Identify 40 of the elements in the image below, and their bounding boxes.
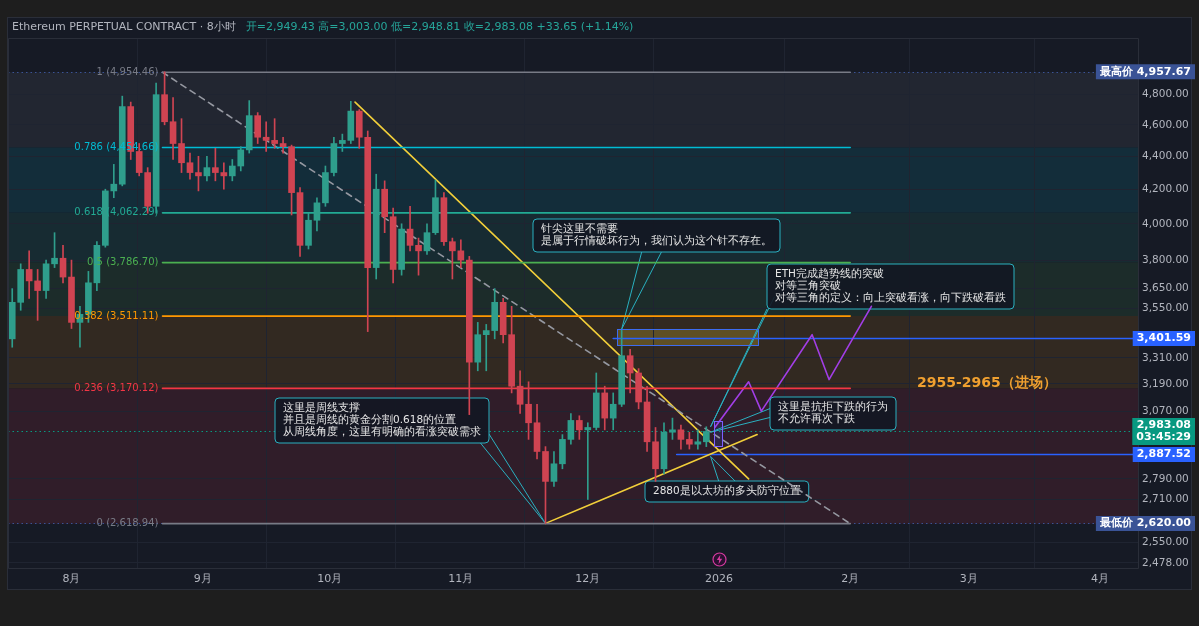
x-tick-label: 9月 xyxy=(193,572,212,586)
x-tick-label: 4月 xyxy=(1090,572,1109,586)
ref-line-label: 最高价 4,957.67 xyxy=(1098,64,1191,78)
y-tick-label: 3,070.00 xyxy=(1142,403,1189,416)
series-label: 0.236 (3,170.12) xyxy=(74,382,159,394)
y-tick-label: 4,200.00 xyxy=(1142,181,1189,194)
x-tick-label: 2026 xyxy=(705,572,734,586)
y-tick-label: 3,550.00 xyxy=(1142,301,1189,314)
y-tick-label: 4,000.00 xyxy=(1142,216,1189,229)
y-tick-label: 2,478.00 xyxy=(1142,555,1189,568)
annotation: 这里是抗拒下跌的行为不允许再次下跌 xyxy=(778,400,888,425)
x-tick-label: 8月 xyxy=(62,572,81,586)
annotation: ETH完成趋势线的突破对等三角突破对等三角的定义：向上突破看涨，向下跌破看跌 xyxy=(775,267,1006,304)
annotation: 2955-2965（进场） xyxy=(917,373,1057,390)
y-tick-label: 4,400.00 xyxy=(1142,149,1189,162)
y-tick-label: 3,650.00 xyxy=(1142,281,1189,294)
chart-title: Ethereum PERPETUAL CONTRACT · 8小时 xyxy=(12,20,236,33)
ref-line-label: 2,983.08 03:45:29 xyxy=(1136,418,1191,444)
x-tick-label: 12月 xyxy=(575,572,601,586)
series-label: 1 (4,954.46) xyxy=(96,65,159,77)
annotation: 针尖这里不需要是属于行情破坏行为，我们认为这个针不存在。 xyxy=(540,222,772,247)
y-tick-label: 4,600.00 xyxy=(1142,117,1189,130)
series-label: 0 (2,618.94) xyxy=(96,517,159,529)
y-tick-label: 2,790.00 xyxy=(1142,471,1189,484)
chart-subtitle: 开=2,949.43 高=3,003.00 低=2,948.81 收=2,983.08 +33.65 (+1.14%) xyxy=(245,20,634,33)
y-tick-label: 3,310.00 xyxy=(1142,350,1189,363)
ref-line-label: 最低价 2,620.00 xyxy=(1098,516,1192,530)
x-tick-label: 10月 xyxy=(317,572,343,586)
annotation: 这里是周线支撑并且是周线的黄金分割0.618的位置从周线角度，这里有明确的看涨突破需求 xyxy=(283,401,481,438)
y-tick-label: 3,800.00 xyxy=(1142,252,1189,265)
y-tick-label: 2,710.00 xyxy=(1142,492,1189,505)
data-label: 2,887.52 xyxy=(1136,447,1191,461)
x-tick-label: 2月 xyxy=(841,572,860,586)
y-tick-label: 2,550.00 xyxy=(1142,535,1189,548)
series-label: 0.382 (3,511.11) xyxy=(74,309,159,321)
y-tick-label: 4,800.00 xyxy=(1142,87,1189,100)
data-label: 3,401.59 xyxy=(1136,331,1191,345)
x-tick-label: 11月 xyxy=(448,572,474,586)
y-tick-label: 3,190.00 xyxy=(1142,376,1189,389)
x-tick-label: 3月 xyxy=(959,572,978,586)
